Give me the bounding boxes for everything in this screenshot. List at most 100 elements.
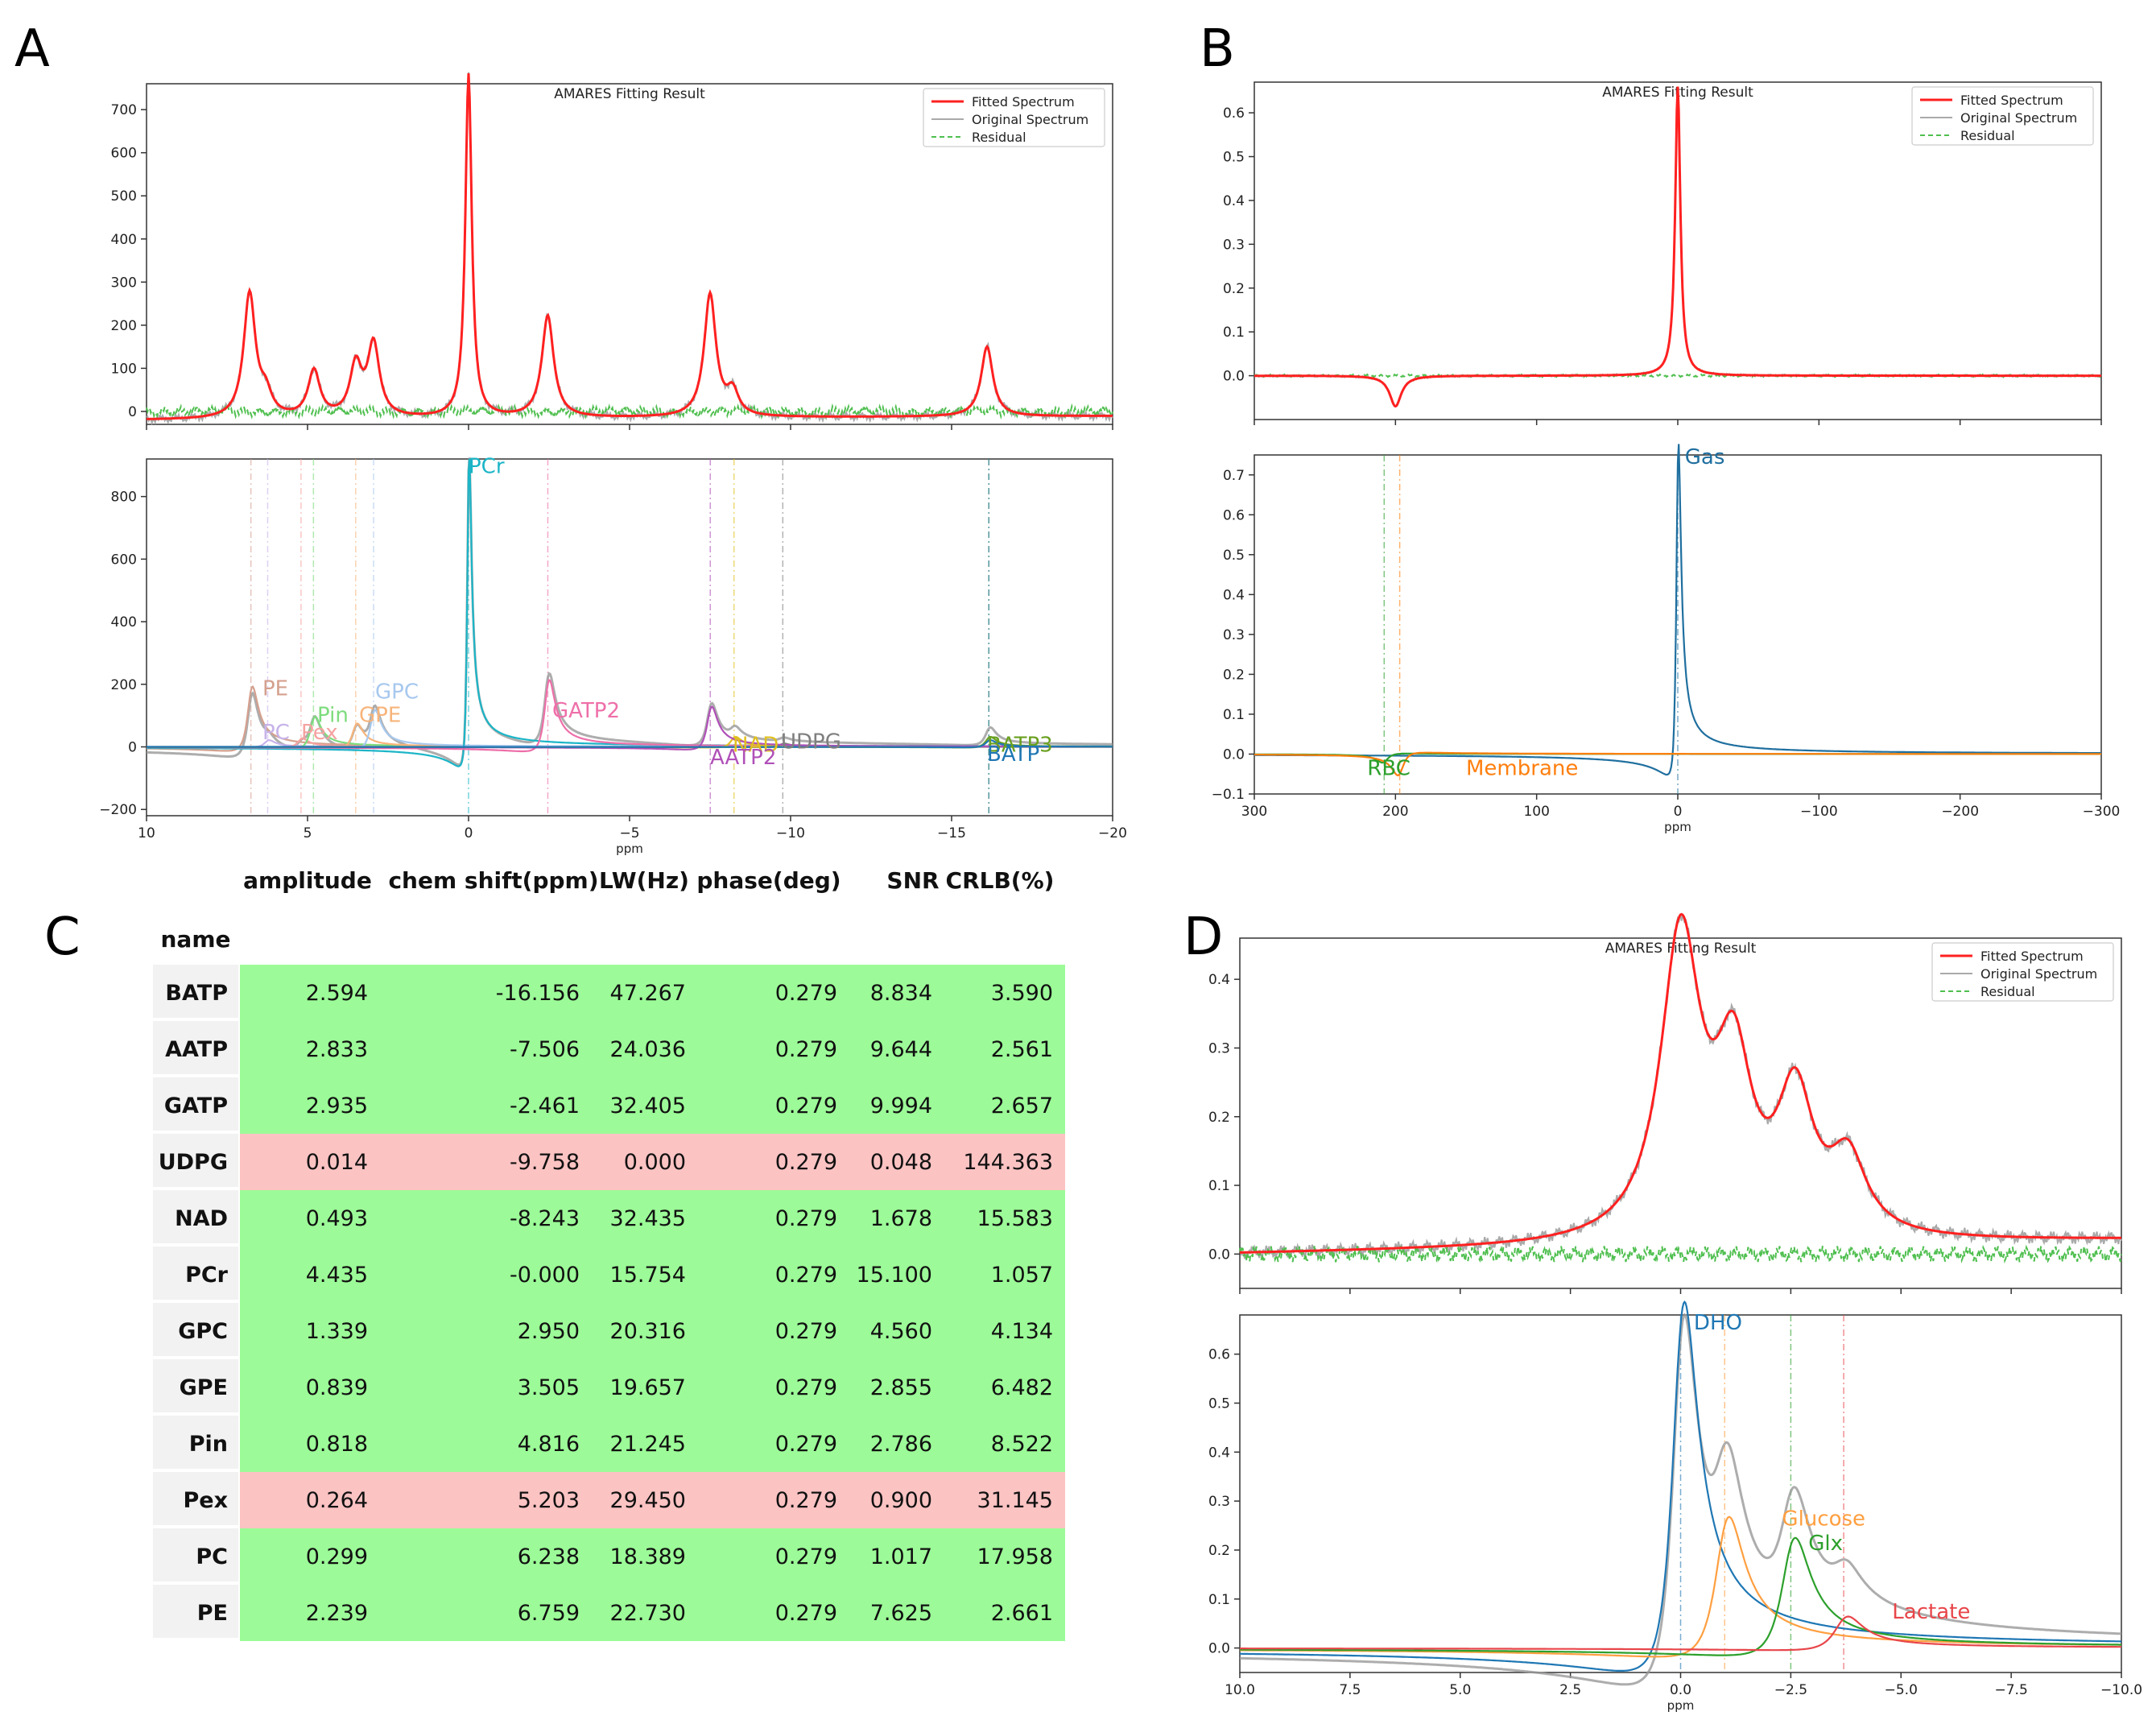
table-cell: 0.839 <box>306 1375 368 1400</box>
table-cell: -2.461 <box>510 1094 580 1118</box>
table-cell: 1.678 <box>870 1206 932 1231</box>
b-top-legend-label: Fitted Spectrum <box>1960 93 2063 108</box>
d-top-ytick-label: 0.3 <box>1208 1040 1230 1056</box>
table-name-cell <box>153 1472 238 1525</box>
a-top-ytick-label: 200 <box>111 318 137 334</box>
a-bottom-label-udpg: UDPG <box>781 730 841 755</box>
a-top-ytick-label: 600 <box>111 146 137 162</box>
table-cell: -8.243 <box>510 1206 580 1231</box>
table-cell: 2.833 <box>306 1037 368 1062</box>
panel-letter-a: A <box>14 19 50 79</box>
a-top-ytick-label: 100 <box>111 361 137 377</box>
table-cell: 4.816 <box>518 1432 580 1457</box>
b-top-ytick-label: 0.6 <box>1223 105 1245 122</box>
d-top-legend-box <box>1931 942 2114 1002</box>
d-bottom-ytick-label: 0.5 <box>1208 1395 1230 1412</box>
table-cell: 2.594 <box>306 981 368 1006</box>
a-bottom-ytick-label: 600 <box>111 552 137 568</box>
b-bottom-label-rbc: RBC <box>1367 756 1410 780</box>
table-header-4: SNR <box>886 867 939 894</box>
b-bottom-xtick-label: 100 <box>1523 804 1549 820</box>
d-bottom-ytick-label: 0.0 <box>1208 1641 1230 1657</box>
table-cell: 2.661 <box>991 1601 1053 1626</box>
table-header-1: chem shift(ppm) <box>388 867 598 894</box>
b-top-legend-label: Original Spectrum <box>1960 110 2077 126</box>
table-row-name: PC <box>196 1544 228 1569</box>
table-cell: 9.644 <box>870 1037 932 1062</box>
a-bottom-xtick-label: −20 <box>1098 825 1127 841</box>
b-bottom-xtick-label: −200 <box>1941 804 1979 820</box>
table-name-cell <box>153 1190 238 1243</box>
b-top-legend-box <box>1911 86 2094 146</box>
d-bottom-label-dho: DHO <box>1694 1311 1742 1335</box>
table-cell: 1.339 <box>306 1319 368 1344</box>
a-top-fitted-line <box>147 73 1113 420</box>
b-bottom-ytick-label: 0.1 <box>1223 707 1245 723</box>
b-bottom-ytick-label: −0.1 <box>1212 787 1245 803</box>
a-bottom-label-nad: NAD <box>733 734 779 758</box>
d-bottom-xtick-label: −7.5 <box>1994 1682 2027 1698</box>
table-cell: 9.994 <box>870 1094 932 1118</box>
d-bottom-label-glucose: Glucose <box>1782 1507 1865 1531</box>
table-cell: 0.299 <box>306 1544 368 1569</box>
d-top-ytick-label: 0.0 <box>1208 1247 1230 1263</box>
table-cell: 32.435 <box>610 1206 686 1231</box>
b-bottom-ytick-label: 0.5 <box>1223 548 1245 564</box>
table-row-bad <box>240 1472 1065 1528</box>
table-cell: 4.560 <box>870 1319 932 1344</box>
a-top-ytick-label: 500 <box>111 188 137 205</box>
table-cell: 1.057 <box>991 1263 1053 1288</box>
d-bottom-component-lactate <box>1240 1615 2121 1652</box>
table-header-0: amplitude <box>243 867 372 894</box>
b-bottom-xlabel: ppm <box>1664 820 1691 834</box>
table-row-name: NAD <box>175 1206 228 1231</box>
panel-letter-d: D <box>1183 908 1223 967</box>
table-cell: 0.900 <box>870 1488 932 1513</box>
table-cell: 2.786 <box>870 1432 932 1457</box>
table-cell: 144.363 <box>963 1150 1053 1175</box>
a-bottom-component-batp <box>147 739 1113 749</box>
b-top-legend-label: Residual <box>1960 128 2015 143</box>
b-bottom-ytick-label: 0.6 <box>1223 507 1245 523</box>
a-bottom-label-aatp2: AATP2 <box>710 746 776 770</box>
table-cell: 17.958 <box>977 1544 1053 1569</box>
table-name-cell <box>153 1077 238 1131</box>
a-top-legend-label: Original Spectrum <box>972 112 1088 127</box>
panel-letter-c: C <box>44 908 81 967</box>
table-cell: 0.279 <box>775 1037 837 1062</box>
a-bottom-label-pe: PE <box>262 677 288 701</box>
table-cell: 2.855 <box>870 1375 932 1400</box>
table-cell: 2.657 <box>991 1094 1053 1118</box>
a-top-ytick-label: 700 <box>111 102 137 118</box>
table-row-good <box>240 1303 1065 1359</box>
table-cell: 0.279 <box>775 1375 837 1400</box>
a-top-ytick-label: 300 <box>111 275 137 291</box>
table-row-name: AATP <box>165 1037 228 1062</box>
table-cell: 22.730 <box>610 1601 686 1626</box>
table-cell: 0.279 <box>775 1319 837 1344</box>
table-cell: 0.279 <box>775 1094 837 1118</box>
a-bottom-frame <box>146 458 1113 817</box>
table-row-name: BATP <box>165 981 228 1006</box>
table-row-name: Pin <box>189 1432 228 1457</box>
a-bottom-ytick-label: 0 <box>128 740 137 756</box>
table-cell: -16.156 <box>496 981 580 1006</box>
table-row-name: UDPG <box>159 1150 228 1175</box>
a-bottom-label-batp3: BATP3 <box>987 734 1053 758</box>
table-cell: 19.657 <box>610 1375 686 1400</box>
table-row-good <box>240 1528 1065 1585</box>
table-cell: 6.238 <box>518 1544 580 1569</box>
table-name-cell <box>153 1247 238 1300</box>
table-cell: 0.014 <box>306 1150 368 1175</box>
b-top-ytick-label: 0.5 <box>1223 150 1245 166</box>
table-row-name: GPE <box>180 1375 228 1400</box>
table-cell: 0.264 <box>306 1488 368 1513</box>
table-cell: 8.834 <box>870 981 932 1006</box>
d-top-ytick-label: 0.2 <box>1208 1110 1230 1126</box>
table-row-good <box>240 1416 1065 1472</box>
table-cell: 24.036 <box>610 1037 686 1062</box>
a-top-legend-label: Fitted Spectrum <box>972 94 1075 110</box>
a-top-ytick-label: 0 <box>128 404 137 420</box>
b-top-ytick-label: 0.2 <box>1223 281 1245 297</box>
